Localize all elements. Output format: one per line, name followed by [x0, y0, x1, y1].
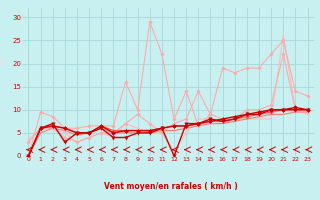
Text: Vent moyen/en rafales ( km/h ): Vent moyen/en rafales ( km/h ): [104, 182, 238, 191]
